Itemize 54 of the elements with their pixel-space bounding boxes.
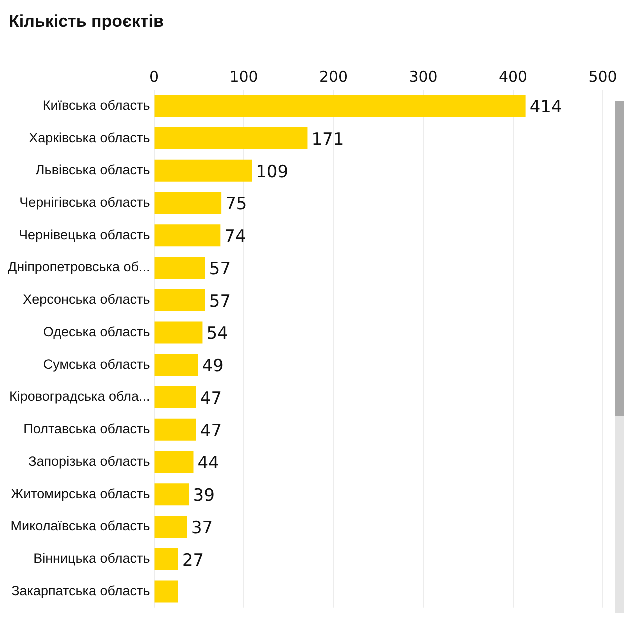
y-tick-label: Чернігівська область	[20, 195, 150, 210]
y-tick-label: Чернівецька область	[19, 227, 150, 242]
bar	[154, 289, 206, 312]
chart-title: Кількість проєктів	[9, 12, 164, 32]
data-label: 49	[202, 356, 224, 377]
y-tick-label: Сумська область	[43, 356, 150, 372]
y-tick-label: Житомирська область	[11, 486, 150, 502]
data-label: 171	[312, 130, 344, 150]
y-tick-label: Полтавська область	[24, 422, 150, 437]
y-tick-label: Миколаївська область	[10, 518, 150, 534]
y-tick-label: Запорізька область	[28, 454, 150, 469]
bar	[154, 224, 221, 247]
x-tick-label: 0	[149, 68, 160, 86]
data-label: 39	[193, 486, 215, 506]
y-tick-label: Львівська область	[36, 162, 150, 178]
bar	[154, 451, 194, 474]
y-tick-label: Кіровоградська обла...	[10, 389, 150, 404]
y-tick-label: Одеська область	[43, 324, 150, 340]
bar	[154, 95, 526, 118]
y-tick-label: Київська область	[42, 98, 150, 113]
x-tick-label: 200	[319, 68, 348, 86]
y-tick-label: Дніпропетровська об...	[8, 260, 150, 275]
y-tick-label: Харківська область	[29, 130, 150, 146]
bar	[154, 128, 308, 150]
x-tick-label: 300	[409, 68, 438, 86]
data-label: 414	[530, 98, 562, 118]
y-tick-label: Вінницька область	[34, 551, 150, 566]
bar	[154, 257, 206, 280]
x-tick-label: 100	[230, 68, 258, 86]
data-label: 57	[209, 292, 232, 312]
data-label: 47	[200, 421, 222, 442]
bar	[154, 516, 188, 538]
y-tick-label: Херсонська область	[23, 292, 150, 308]
data-label: 27	[182, 550, 204, 571]
data-label: 75	[226, 194, 248, 215]
data-label: 74	[224, 227, 246, 248]
data-label: 44	[198, 454, 220, 474]
bar	[154, 160, 252, 182]
data-label: 47	[200, 388, 222, 409]
bar	[154, 484, 190, 506]
bar	[154, 354, 198, 376]
bar	[154, 548, 178, 570]
data-label: 109	[256, 162, 289, 182]
bar	[154, 322, 203, 344]
bar	[154, 386, 196, 409]
data-label: 37	[191, 518, 214, 538]
y-tick-label: Закарпатська область	[12, 583, 150, 598]
bar	[154, 418, 196, 441]
data-label: 54	[206, 324, 228, 344]
data-label: 57	[209, 259, 232, 280]
bar	[154, 580, 178, 603]
x-tick-label: 500	[588, 68, 618, 86]
bar	[154, 192, 222, 214]
x-tick-label: 400	[498, 68, 528, 86]
